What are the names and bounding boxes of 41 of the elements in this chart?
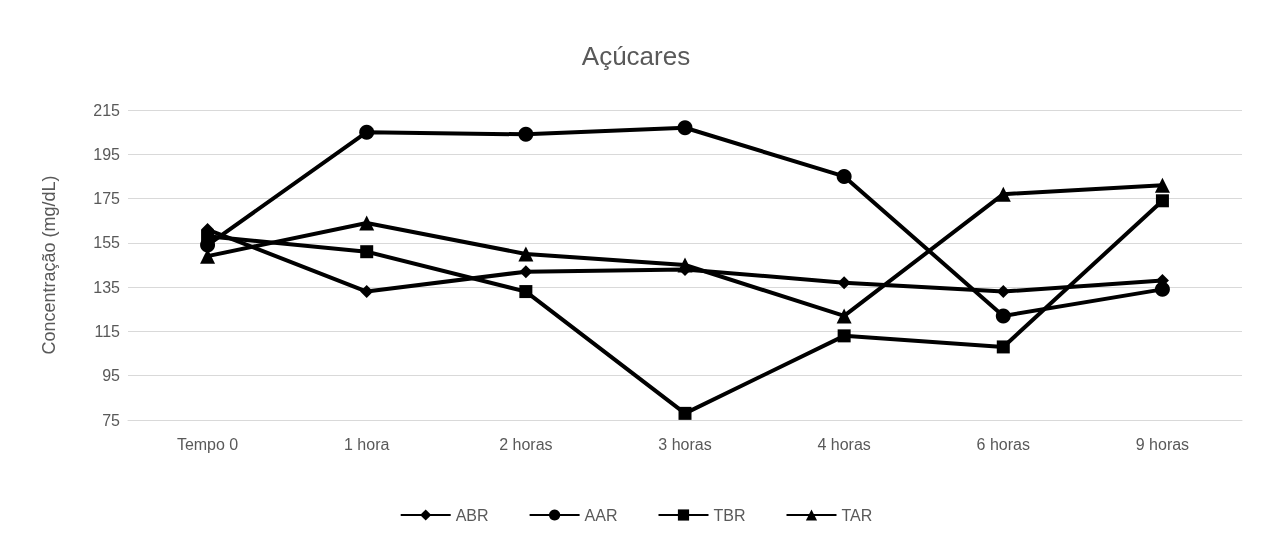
y-tick-label: 215 bbox=[93, 101, 121, 119]
x-tick-label: Tempo 0 bbox=[176, 435, 239, 453]
y-tick-label: 155 bbox=[93, 234, 121, 252]
point bbox=[836, 168, 852, 184]
point bbox=[360, 285, 374, 299]
x-tick-label: 4 horas bbox=[817, 435, 871, 453]
y-tick-label: 135 bbox=[93, 278, 121, 296]
legend-label: AAR bbox=[584, 506, 618, 524]
point bbox=[359, 215, 375, 231]
x-tick-label: 6 horas bbox=[976, 435, 1030, 453]
point bbox=[359, 124, 375, 140]
point bbox=[360, 245, 374, 259]
point bbox=[1154, 177, 1170, 193]
point bbox=[996, 340, 1010, 354]
x-tick-label: 3 horas bbox=[658, 435, 712, 453]
x-tick-label: 1 hora bbox=[344, 435, 390, 453]
y-tick-label: 75 bbox=[102, 411, 121, 429]
legend-label: TAR bbox=[841, 506, 873, 524]
y-axis-title: Concentração (mg/dL) bbox=[39, 175, 59, 355]
point bbox=[519, 265, 533, 279]
y-tick-label: 195 bbox=[93, 145, 121, 163]
point bbox=[518, 126, 534, 142]
point bbox=[836, 308, 852, 324]
x-tick-label: 9 horas bbox=[1135, 435, 1190, 453]
point bbox=[519, 285, 533, 299]
legend-label: ABR bbox=[455, 506, 489, 524]
y-tick-label: 115 bbox=[94, 322, 121, 340]
legend-label: TBR bbox=[713, 506, 746, 524]
point bbox=[996, 285, 1010, 299]
point bbox=[518, 246, 534, 262]
point bbox=[1155, 194, 1169, 208]
y-tick-label: 95 bbox=[102, 367, 121, 385]
point bbox=[678, 406, 692, 420]
chart-title: Açúcares bbox=[581, 41, 691, 71]
y-tick-label: 175 bbox=[93, 190, 121, 208]
point bbox=[995, 308, 1011, 324]
point bbox=[837, 276, 851, 290]
x-tick-label: 2 horas bbox=[499, 435, 553, 453]
point bbox=[677, 120, 693, 136]
point bbox=[837, 329, 851, 343]
point bbox=[995, 186, 1011, 202]
